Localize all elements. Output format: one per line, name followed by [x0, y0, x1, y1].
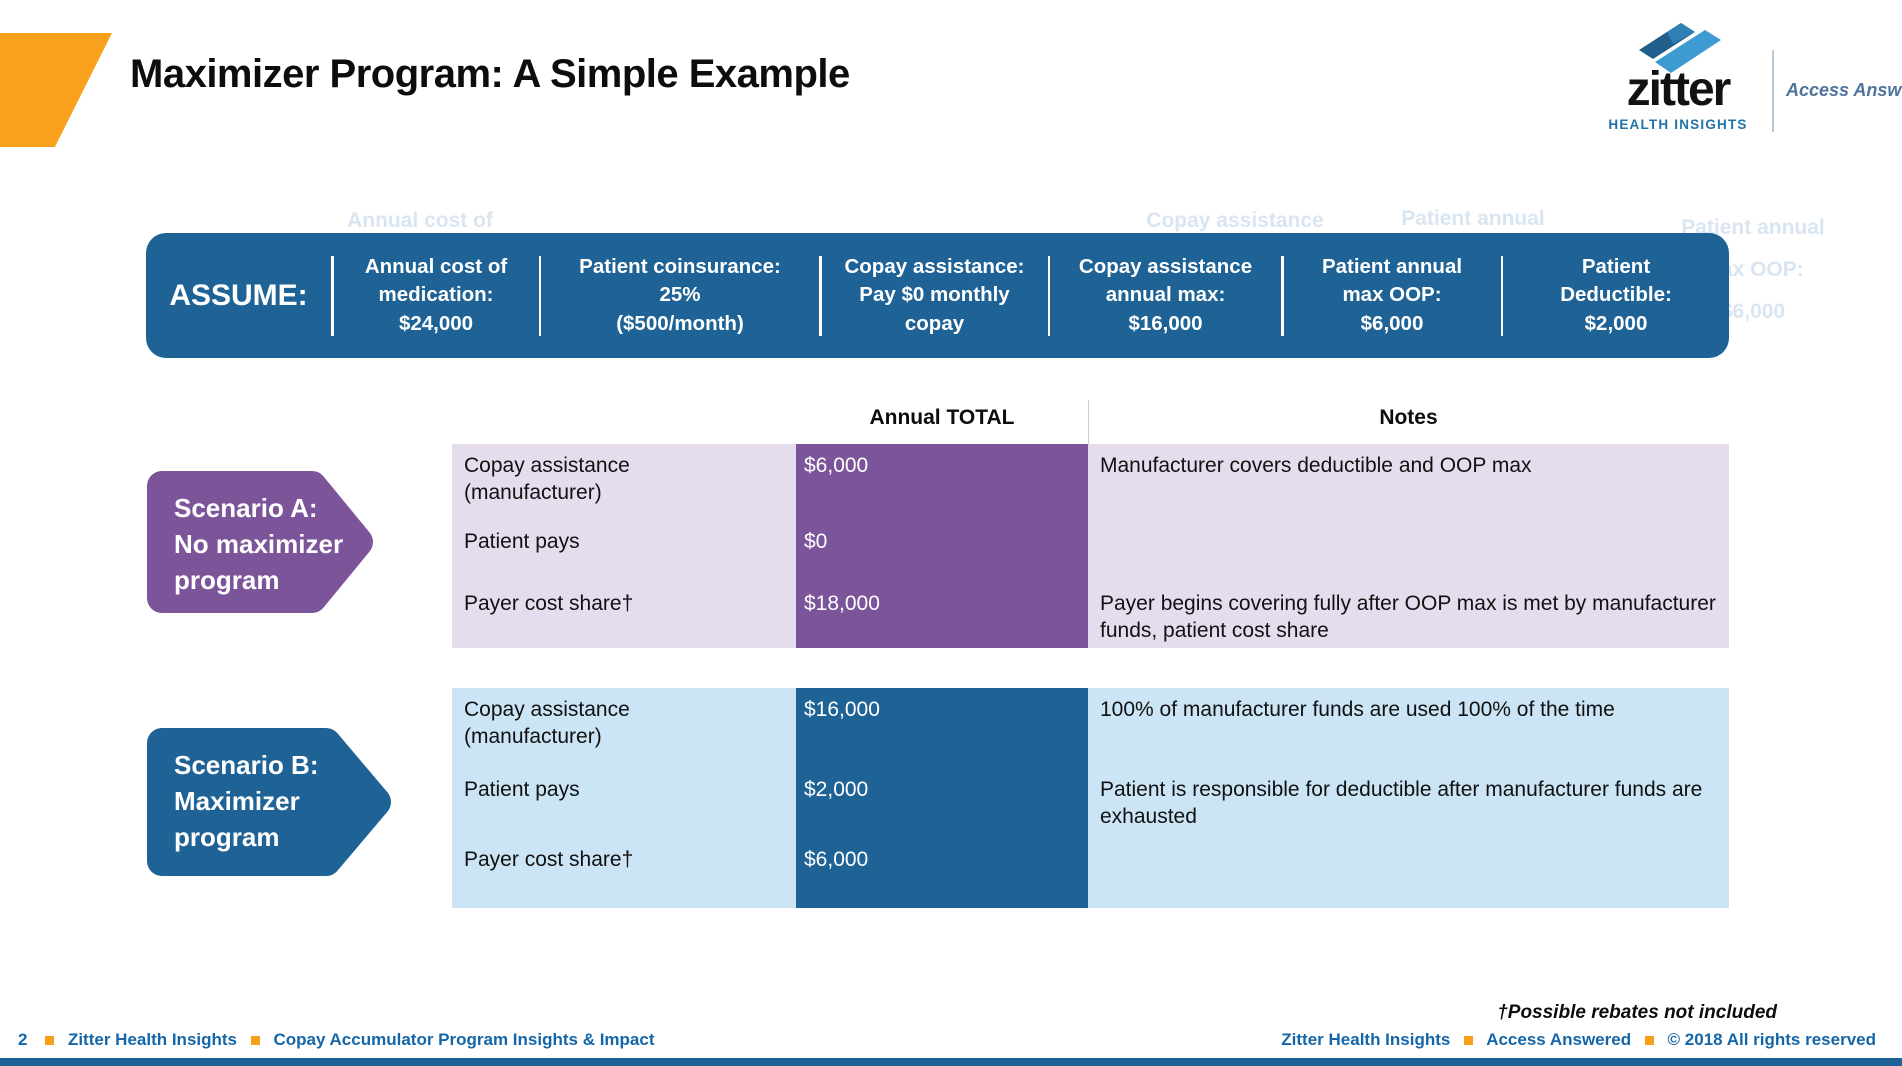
assume-item-copay-annual-max: Copay assistance annual max: $16,000 [1078, 255, 1253, 335]
column-header-notes: Notes [1379, 406, 1438, 429]
bullet-icon [250, 1036, 260, 1046]
header-column-divider [1088, 400, 1089, 444]
ghost-text-patient-annual: Patient annual [1401, 207, 1545, 230]
table-row-note [1088, 838, 1729, 908]
banner-divider [1047, 255, 1050, 336]
column-header-annual-total: Annual TOTAL [869, 406, 1015, 429]
banner-divider [1281, 255, 1284, 336]
table-row-total: $6,000 [796, 838, 1088, 908]
bullet-icon [45, 1036, 55, 1046]
scenario-a-label-shape: Scenario A: No maximizer program [146, 470, 386, 614]
bullet-icon [1644, 1036, 1654, 1046]
table-row-note: Payer begins covering fully after OOP ma… [1088, 582, 1729, 648]
zitter-logo-subtitle: HEALTH INSIGHTS [1608, 117, 1748, 132]
table-row-total: $16,000 [796, 688, 1088, 768]
assume-item-annual-cost: Annual cost of medication: $24,000 [364, 255, 508, 335]
table-row-item: Payer cost share† [452, 582, 796, 648]
footer-left: 2 Zitter Health Insights Copay Accumulat… [18, 1030, 654, 1050]
table-row-item: Patient pays [452, 520, 796, 582]
footer-company: Zitter Health Insights [67, 1030, 238, 1049]
table-row-note: Patient is responsible for deductible af… [1088, 768, 1729, 838]
table-row-total: $6,000 [796, 444, 1088, 520]
ghost-text-copay-assistance: Copay assistance [1146, 209, 1324, 232]
table-row-total: $0 [796, 520, 1088, 582]
zitter-logo: zitter HEALTH INSIGHTS Access Answered. [1588, 18, 1902, 143]
logo-tagline: Access Answered. [1786, 80, 1902, 100]
scenario-b-table: Copay assistance (manufacturer) $16,000 … [452, 688, 1729, 908]
assume-label: ASSUME: [169, 278, 308, 312]
banner-divider [538, 255, 541, 336]
table-row-item: Patient pays [452, 768, 796, 838]
scenario-b-label-shape: Scenario B: Maximizer program [146, 727, 404, 877]
table-row-note: Manufacturer covers deductible and OOP m… [1088, 444, 1729, 520]
table-row-note: 100% of manufacturer funds are used 100%… [1088, 688, 1729, 768]
footer-right: Zitter Health Insights Access Answered ©… [1281, 1030, 1876, 1050]
assume-item-deductible: Patient Deductible: $2,000 [1560, 255, 1672, 335]
scenario-a-table: Copay assistance (manufacturer) $6,000 M… [452, 444, 1729, 648]
banner-divider [819, 255, 822, 336]
footer-copyright: © 2018 All rights reserved [1667, 1030, 1876, 1049]
table-row-total: $2,000 [796, 768, 1088, 838]
bullet-icon [1464, 1036, 1474, 1046]
assume-item-copay-assistance: Copay assistance: Pay $0 monthly copay [844, 255, 1025, 335]
orange-accent-shape [0, 33, 112, 147]
assume-item-coinsurance: Patient coinsurance: 25% ($500/month) [579, 255, 781, 335]
banner-divider [1500, 255, 1503, 336]
footnote: †Possible rebates not included [1497, 1002, 1777, 1023]
scenario-a-label: Scenario A: No maximizer program [174, 493, 344, 595]
table-row-item: Copay assistance (manufacturer) [452, 688, 796, 768]
assume-item-max-oop: Patient annual max OOP: $6,000 [1321, 255, 1463, 335]
page-number: 2 [18, 1030, 28, 1049]
table-row-total: $18,000 [796, 582, 1088, 648]
bottom-accent-bar [0, 1058, 1902, 1066]
zitter-logo-icon [1633, 18, 1729, 81]
footer-tagline: Access Answered [1486, 1030, 1632, 1049]
table-row-item: Copay assistance (manufacturer) [452, 444, 796, 520]
ghost-text-annual-cost: Annual cost of [347, 209, 493, 232]
scenario-b-label: Scenario B: Maximizer program [174, 750, 319, 852]
page-title: Maximizer Program: A Simple Example [130, 52, 850, 96]
assume-banner: ASSUME: Annual cost of medication: $24,0… [146, 233, 1729, 358]
table-row-item: Payer cost share† [452, 838, 796, 908]
banner-divider [331, 255, 334, 336]
logo-divider [1772, 50, 1774, 132]
zitter-logo-wordmark: zitter [1626, 63, 1732, 116]
footer-company: Zitter Health Insights [1281, 1030, 1451, 1049]
footer-report-title: Copay Accumulator Program Insights & Imp… [273, 1030, 655, 1049]
table-row-note [1088, 520, 1729, 582]
